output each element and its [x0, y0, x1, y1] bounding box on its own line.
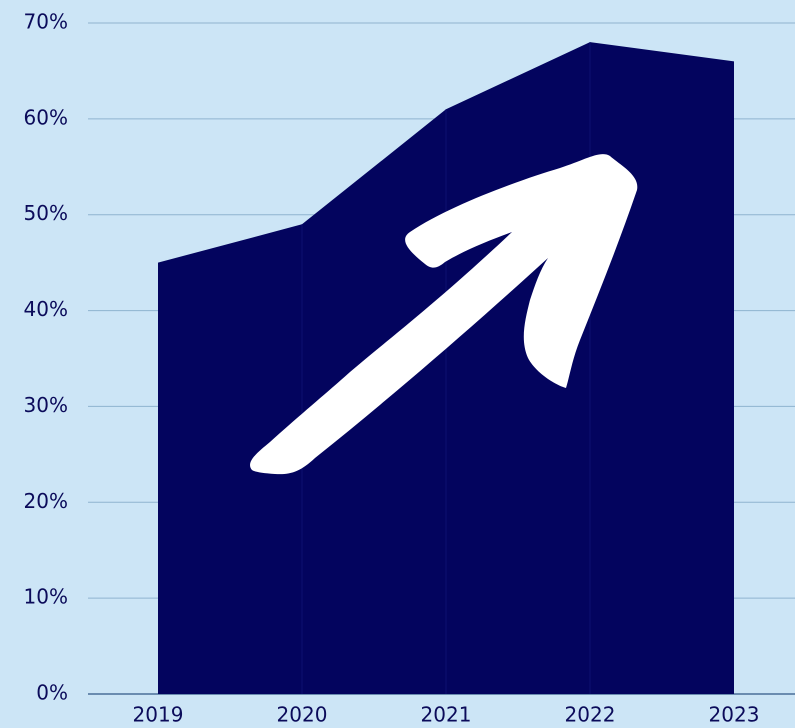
- y-tick-label: 70%: [24, 10, 68, 34]
- x-tick-label: 2022: [565, 703, 616, 727]
- y-tick-label: 60%: [24, 105, 68, 129]
- y-tick-label: 40%: [24, 297, 68, 321]
- y-tick-label: 0%: [36, 681, 68, 705]
- x-tick-label: 2019: [133, 703, 184, 727]
- plot: [158, 42, 734, 694]
- x-tick-label: 2020: [277, 703, 328, 727]
- x-tick-label: 2021: [421, 703, 472, 727]
- arrow-decoration: [250, 154, 638, 475]
- y-tick-label: 20%: [24, 489, 68, 513]
- x-tick-label: 2023: [709, 703, 760, 727]
- y-tick-label: 50%: [24, 201, 68, 225]
- y-tick-label: 10%: [24, 585, 68, 609]
- y-tick-label: 30%: [24, 393, 68, 417]
